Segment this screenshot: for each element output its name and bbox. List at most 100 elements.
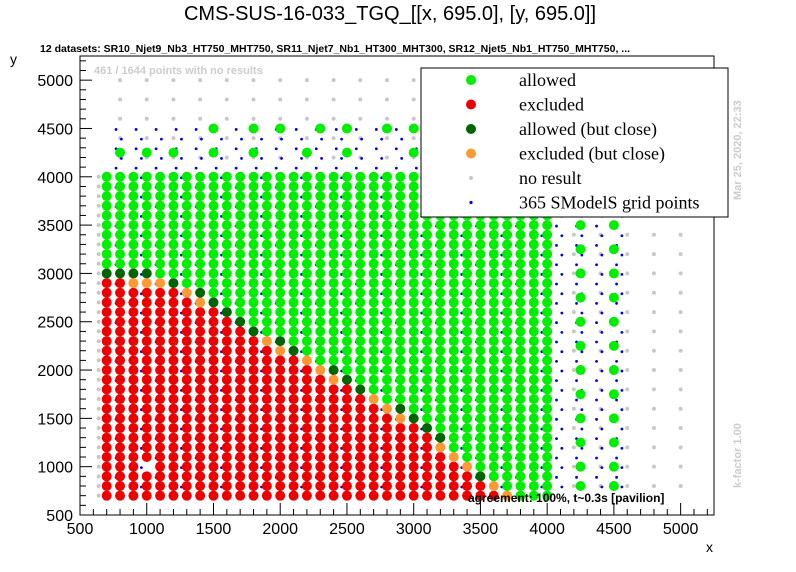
excluded-point (328, 423, 339, 434)
excluded-point (208, 374, 219, 385)
excluded-point (155, 394, 166, 405)
allowed-point (395, 345, 406, 356)
allowed-point (181, 258, 192, 269)
excluded-point (155, 461, 166, 472)
allowed-point (608, 461, 619, 472)
excluded-point (328, 432, 339, 443)
allowed-point (542, 287, 553, 298)
excluded-point (141, 374, 152, 385)
allowed-point (235, 297, 246, 308)
excluded-point (101, 394, 112, 405)
allowed-point (608, 292, 619, 303)
allowed-point (575, 316, 586, 327)
excluded-point (301, 481, 312, 492)
smodels-grid-point (620, 446, 624, 450)
allowed-point (435, 249, 446, 260)
smodels-grid-point (294, 166, 298, 170)
allowed-point (542, 355, 553, 366)
excluded-point (328, 490, 339, 501)
excluded-point (355, 461, 366, 472)
allowed-point (301, 345, 312, 356)
excluded-point (115, 345, 126, 356)
no-result-point (96, 339, 101, 344)
excluded-point (141, 316, 152, 327)
allowed-point (408, 229, 419, 240)
excluded-point (288, 403, 299, 414)
allowed-point (542, 461, 553, 472)
allowed-point (575, 220, 586, 231)
allowed-point (528, 394, 539, 405)
excluded-point (168, 481, 179, 492)
excluded-point (368, 490, 379, 501)
excluded-point (221, 374, 232, 385)
no-result-point (96, 271, 101, 276)
smodels-grid-point (595, 359, 598, 363)
allowed-point (141, 239, 152, 250)
excluded-point (208, 471, 219, 482)
allowed-point (381, 384, 392, 395)
allowed-point (275, 220, 286, 231)
allowed-point (301, 287, 312, 298)
excluded-point (221, 365, 232, 376)
allowed-point (528, 258, 539, 269)
excluded-point (261, 355, 272, 366)
excluded-point (235, 384, 246, 395)
excluded-point (355, 442, 366, 453)
smodels-grid-point (154, 166, 158, 170)
allowed-point (355, 374, 366, 385)
data-points-layer (101, 123, 619, 501)
allowed-point (448, 316, 459, 327)
allowed-point (395, 200, 406, 211)
allowed-point (462, 229, 473, 240)
smodels-grid-point (620, 330, 624, 334)
smodels-grid-point (555, 321, 558, 325)
allowed-point (288, 239, 299, 250)
allowed-point (395, 307, 406, 318)
allowed-point (355, 297, 366, 308)
excluded-point (435, 481, 446, 492)
excluded-point (235, 471, 246, 482)
excluded-point (141, 403, 152, 414)
excluded-point (115, 423, 126, 434)
allowed-point (462, 307, 473, 318)
excluded-point (341, 394, 352, 405)
excluded-point (288, 481, 299, 492)
smodels-grid-point (314, 147, 318, 151)
allowed-point (528, 287, 539, 298)
excluded-point (208, 442, 219, 453)
smodels-grid-point (139, 466, 143, 470)
no-result-point (96, 290, 101, 295)
smodels-grid-point (160, 137, 163, 141)
excluded-point (448, 461, 459, 472)
allowed-point (301, 258, 312, 269)
excluded-point (101, 278, 112, 289)
allowed-point (368, 374, 379, 385)
allowed-point (128, 220, 139, 231)
allowed-point (515, 278, 526, 289)
allowed-point (515, 336, 526, 347)
smodels-grid-point (615, 398, 618, 402)
allowed-point (515, 326, 526, 337)
allowed-point (355, 287, 366, 298)
allowed-point (475, 297, 486, 308)
allowed-point (275, 200, 286, 211)
allowed-point (115, 258, 126, 269)
allowed-point (422, 403, 433, 414)
excluded-point (341, 432, 352, 443)
allowed-point (355, 210, 366, 221)
allowed-point (181, 181, 192, 192)
allowed-point (408, 336, 419, 347)
allowed-point (368, 171, 379, 182)
smodels-grid-point (615, 301, 618, 305)
excluded-point (288, 442, 299, 453)
excluded-point (101, 413, 112, 424)
allowed-point (341, 123, 352, 134)
excluded-point (395, 471, 406, 482)
no-result-point (96, 242, 101, 247)
allowed-point (608, 340, 619, 351)
allowed-point (395, 258, 406, 269)
excluded-point (181, 432, 192, 443)
smodels-grid-point (160, 157, 163, 160)
excluded-point (221, 452, 232, 463)
no-result-point (678, 271, 683, 276)
